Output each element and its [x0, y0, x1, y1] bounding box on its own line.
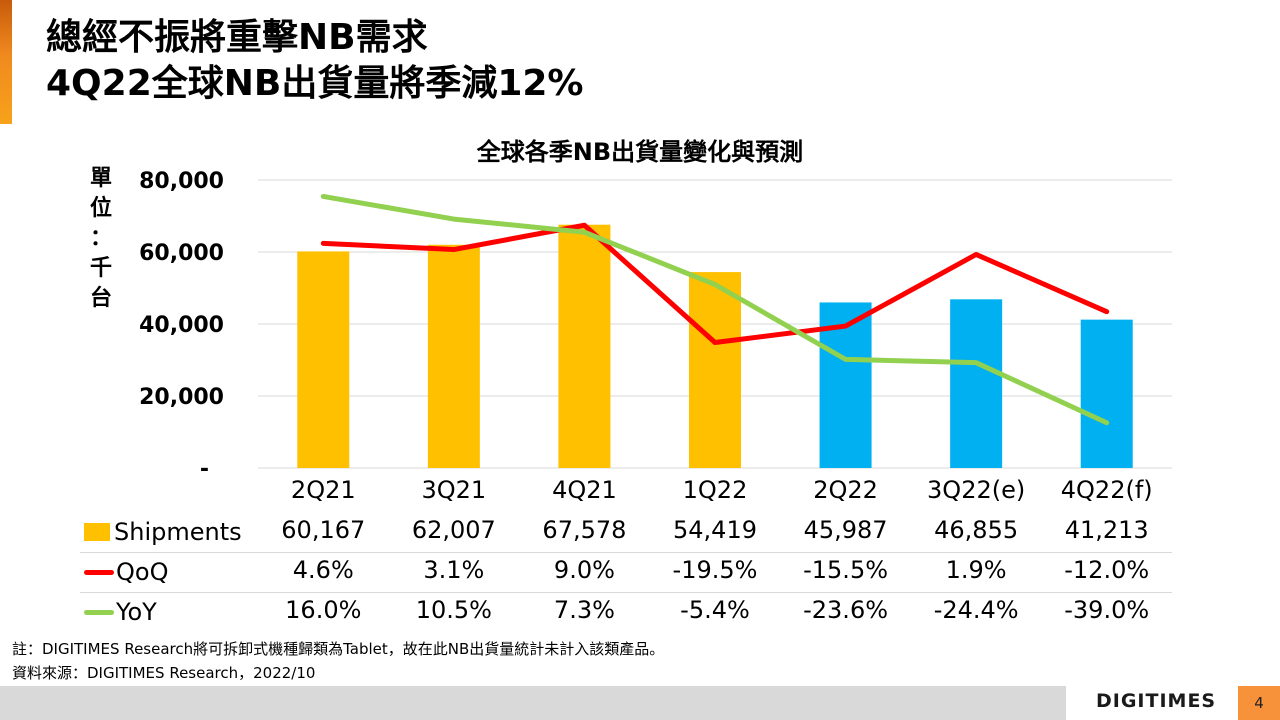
table-cell: -12.0% — [1064, 556, 1150, 584]
y-tick-label: 20,000 — [139, 385, 224, 410]
legend-qoq: QoQ — [84, 556, 168, 588]
table-cell: -23.6% — [803, 596, 889, 624]
table-cell: 46,855 — [934, 516, 1019, 544]
table-cell: -24.4% — [933, 596, 1019, 624]
chart-title-wrap: 全球各季NB出貨量變化與預測 — [0, 132, 1280, 167]
legend-label: QoQ — [116, 558, 169, 586]
x-category-label: 4Q21 — [552, 476, 617, 504]
table-cell: -39.0% — [1064, 596, 1150, 624]
table-cell: 54,419 — [673, 516, 757, 544]
table-cell: 16.0% — [285, 596, 362, 624]
footer-bar — [0, 686, 1066, 720]
bar-1Q22 — [689, 272, 741, 468]
legend-label: YoY — [116, 598, 157, 626]
chart-title: 全球各季NB出貨量變化與預測 — [476, 138, 804, 166]
legend-line-swatch — [84, 569, 114, 575]
x-category-label: 2Q21 — [290, 476, 356, 504]
x-category-label: 3Q21 — [421, 476, 487, 504]
table-cell: 41,213 — [1064, 516, 1149, 544]
table-cell: 62,007 — [411, 516, 496, 544]
table-cell: 60,167 — [281, 516, 366, 544]
y-tick-labels: - 20,000 40,000 60,000 80,000 — [139, 169, 224, 482]
legend-line-swatch — [84, 609, 114, 615]
bar-3Q22(e) — [950, 299, 1003, 468]
y-tick-label: 40,000 — [139, 313, 224, 338]
unit-char: ： — [89, 226, 112, 251]
x-category-label: 4Q22(f) — [1060, 476, 1153, 504]
table-cell: 1.9% — [945, 556, 1007, 584]
legend-shipments: Shipments — [84, 516, 242, 548]
percent-lines — [320, 193, 1110, 426]
legend-bar-swatch — [84, 523, 110, 541]
table-cell: -5.4% — [680, 596, 750, 624]
table-cell: -19.5% — [672, 556, 758, 584]
unit-char: 位 — [89, 196, 112, 221]
y-tick-label: 80,000 — [139, 169, 224, 194]
bar-4Q21 — [558, 224, 611, 468]
y-axis-unit-label: 單 位 ： 千 台 — [86, 164, 116, 314]
table-cell: -15.5% — [803, 556, 889, 584]
bar-4Q22(f) — [1080, 319, 1133, 468]
unit-char: 單 — [89, 166, 112, 191]
x-category-label: 3Q22(e) — [927, 476, 1026, 504]
table-cell: 7.3% — [553, 596, 615, 624]
x-category-label: 2Q22 — [813, 476, 878, 504]
legend-label: Shipments — [114, 518, 242, 546]
y-tick-label: - — [200, 457, 209, 482]
digitimes-logo: DIGITIMES — [1096, 690, 1217, 712]
table-divider — [80, 592, 1172, 593]
x-category-label: 1Q22 — [682, 476, 748, 504]
bar-2Q21 — [297, 251, 350, 468]
table-cell: 9.0% — [553, 556, 615, 584]
footnote: 註：DIGITIMES Research將可拆卸式機種歸類為Tablet，故在此… — [12, 640, 665, 658]
slide-title-line1: 總經不振將重擊NB需求 — [46, 17, 428, 58]
unit-char: 台 — [89, 286, 112, 311]
table-divider — [80, 552, 1172, 553]
table-cell: 4.6% — [292, 556, 354, 584]
unit-char: 千 — [89, 256, 112, 281]
shipment-bars — [297, 224, 1133, 468]
table-cell: 3.1% — [423, 556, 485, 584]
table-cell: 10.5% — [415, 596, 492, 624]
page-number: 4 — [1238, 686, 1280, 720]
title-accent-bar — [0, 0, 12, 124]
source-note: 資料來源：DIGITIMES Research，2022/10 — [12, 664, 316, 682]
table-cell: 45,987 — [803, 516, 888, 544]
y-tick-label: 60,000 — [139, 241, 224, 266]
legend-yoy: YoY — [84, 596, 157, 628]
bar-3Q21 — [427, 244, 480, 468]
table-cell: 67,578 — [542, 516, 627, 544]
slide-title-line2: 4Q22全球NB出貨量將季減12% — [46, 63, 584, 104]
